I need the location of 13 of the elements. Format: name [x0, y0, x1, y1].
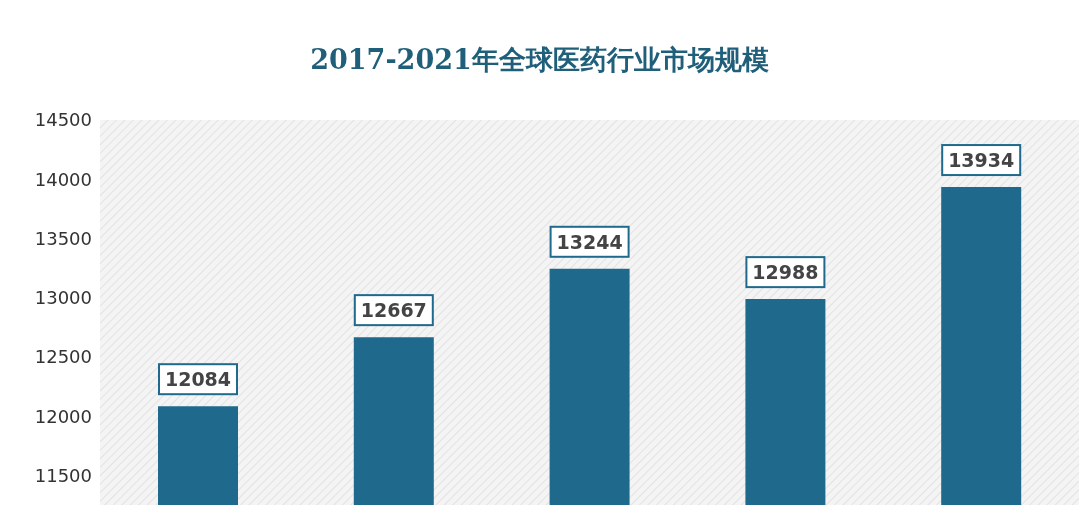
y-tick-label: 12500: [34, 346, 92, 368]
y-tick-label: 13500: [34, 227, 92, 249]
data-label: 12084: [164, 368, 232, 391]
y-tick-label: 12000: [34, 405, 92, 427]
data-label: 12667: [360, 299, 427, 322]
y-tick-label: 14000: [34, 168, 92, 190]
y-tick-label: 14500: [34, 109, 92, 131]
data-label: 12988: [752, 261, 819, 284]
data-label: 13934: [948, 149, 1015, 172]
y-tick-label: 11500: [34, 464, 92, 486]
y-tick-label: 13000: [34, 287, 92, 309]
chart-title: 2017-2021年全球医药行业市场规模: [309, 43, 770, 77]
data-label: 13244: [556, 230, 623, 253]
